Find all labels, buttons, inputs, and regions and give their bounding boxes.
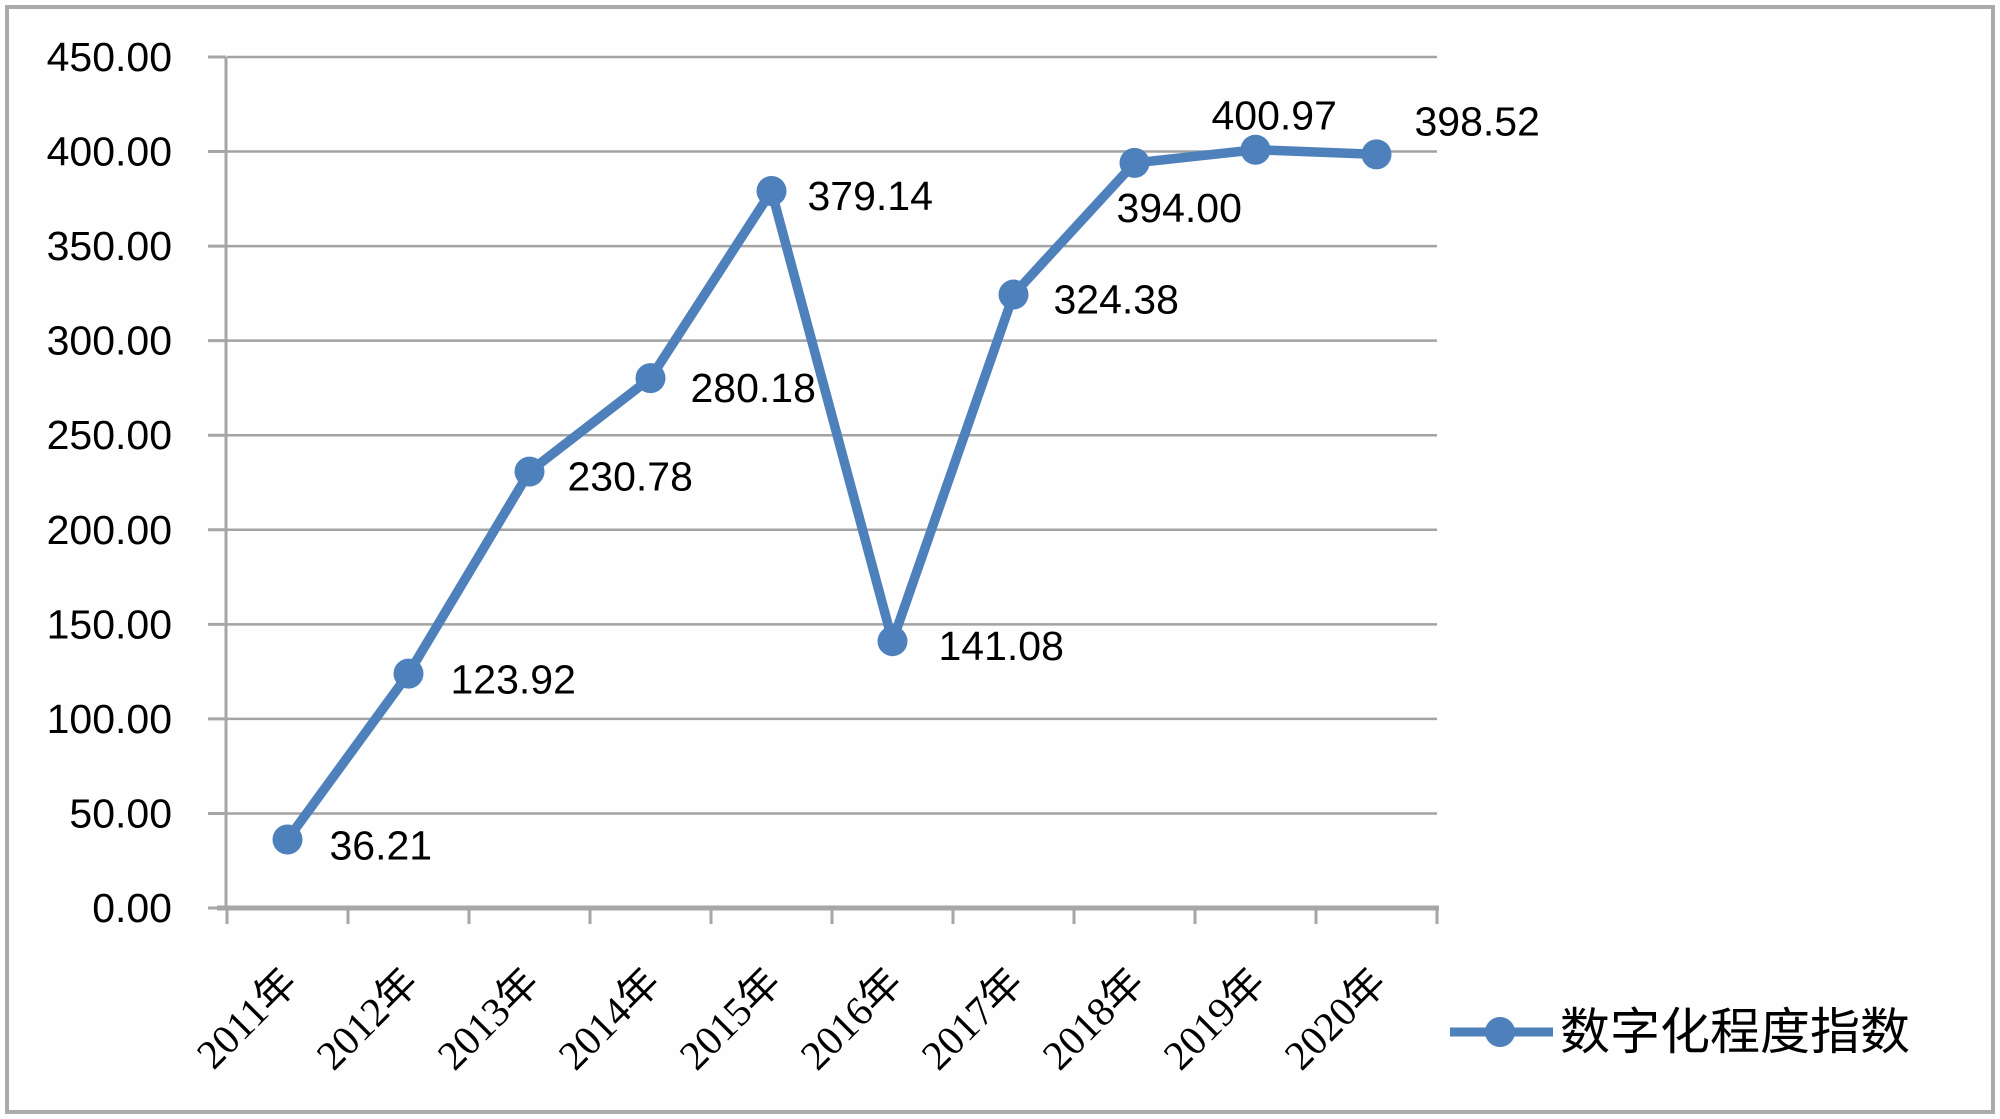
x-axis-category-label: 2017年 <box>912 959 1032 1079</box>
y-axis-tick-label: 250.00 <box>47 412 172 458</box>
y-axis-tick-label: 400.00 <box>47 129 172 175</box>
data-point-label: 123.92 <box>451 657 576 703</box>
data-point-label: 141.08 <box>939 623 1064 669</box>
y-axis-tick-label: 300.00 <box>47 318 172 364</box>
y-axis-tick-label: 200.00 <box>47 507 172 553</box>
x-axis-category-label: 2015年 <box>670 959 790 1079</box>
y-axis-tick-label: 150.00 <box>47 601 172 647</box>
data-point-marker <box>1240 134 1271 165</box>
x-axis-category-label: 2012年 <box>307 959 427 1079</box>
data-point-label: 400.97 <box>1212 93 1337 139</box>
data-point-label: 398.52 <box>1415 98 1540 144</box>
data-point-marker <box>1119 147 1150 178</box>
data-point-label: 230.78 <box>568 454 693 500</box>
y-axis-tick-label: 100.00 <box>47 696 172 742</box>
data-point-label: 280.18 <box>691 365 816 411</box>
data-point-label: 36.21 <box>330 823 433 869</box>
y-axis-tick-label: 350.00 <box>47 223 172 269</box>
legend-label: 数字化程度指数 <box>1560 1004 1910 1060</box>
data-point-marker <box>272 824 303 855</box>
data-point-label: 324.38 <box>1054 277 1179 323</box>
x-axis-category-label: 2018年 <box>1033 959 1153 1079</box>
y-axis-tick-label: 450.00 <box>47 34 172 80</box>
data-point-marker <box>998 279 1029 310</box>
x-axis-category-label: 2014年 <box>549 959 669 1079</box>
x-axis-category-label: 2019年 <box>1154 959 1274 1079</box>
x-axis-category-label: 2016年 <box>791 959 911 1079</box>
y-axis-tick-label: 0.00 <box>92 885 172 931</box>
legend-marker-icon <box>1485 1017 1515 1047</box>
data-point-marker <box>393 658 424 689</box>
x-axis-category-label: 2011年 <box>187 959 305 1077</box>
data-point-marker <box>1361 139 1392 170</box>
data-point-marker <box>514 456 545 487</box>
data-line <box>282 144 1382 845</box>
x-axis-category-label: 2020年 <box>1275 959 1395 1079</box>
data-point-marker <box>635 363 666 394</box>
chart-border <box>5 5 1995 1114</box>
x-axis-category-label: 2013年 <box>428 959 548 1079</box>
y-axis-tick-label: 50.00 <box>69 790 172 836</box>
data-point-label: 379.14 <box>808 173 933 219</box>
data-point-marker <box>877 626 908 657</box>
data-point-marker <box>756 176 787 207</box>
data-point-label: 394.00 <box>1117 185 1242 231</box>
